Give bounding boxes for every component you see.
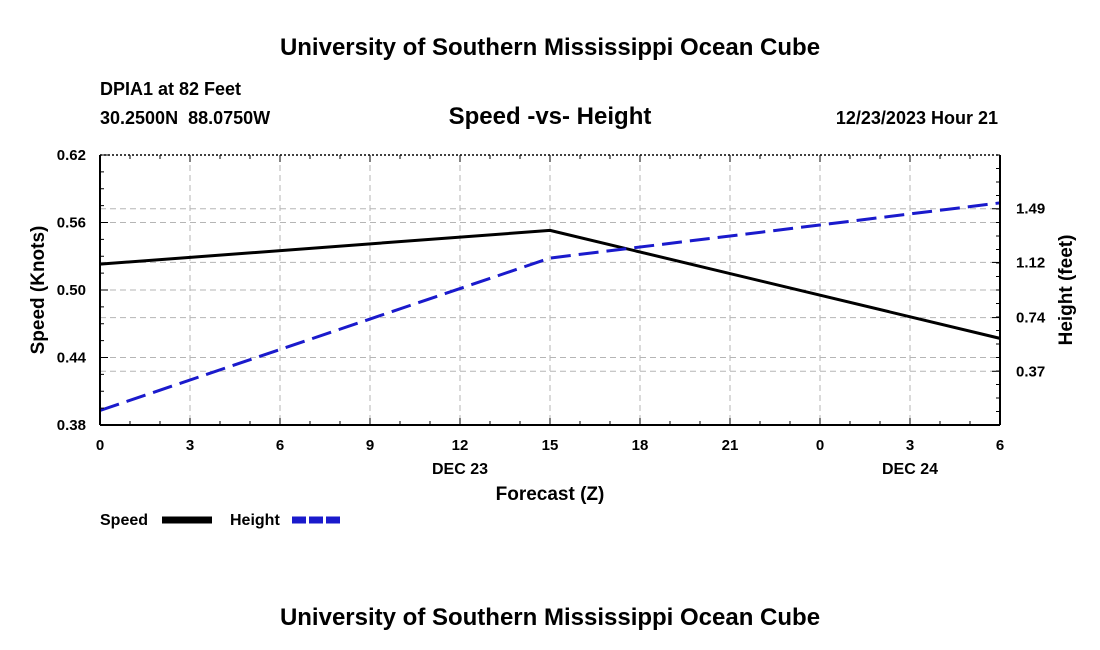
x-tick-label: 3	[186, 437, 194, 454]
legend: Speed Height	[100, 512, 342, 529]
chart-subtitle: Speed -vs- Height	[449, 103, 652, 130]
x-tick-label: 12	[452, 437, 469, 454]
x-tick-label: 3	[906, 437, 914, 454]
station-label: DPIA1 at 82 Feet	[100, 79, 241, 99]
y-tick-label-right: 1.12	[1016, 254, 1045, 271]
y-tick-label-right: 0.74	[1016, 310, 1046, 327]
x-tick-label: 21	[722, 437, 739, 454]
legend-label-height: Height	[230, 512, 280, 529]
date-label: DEC 23	[432, 461, 488, 478]
y-tick-label-left: 0.44	[57, 350, 87, 367]
y-tick-label-right: 1.49	[1016, 201, 1045, 218]
y-tick-label-left: 0.50	[57, 282, 86, 299]
timestamp-label: 12/23/2023 Hour 21	[836, 108, 998, 128]
left-y-axis-label: Speed (Knots)	[28, 226, 49, 355]
chart-title: University of Southern Mississippi Ocean…	[280, 34, 820, 61]
right-y-axis: 0.37 0.74 1.12 1.49	[992, 154, 1046, 426]
x-axis-label: Forecast (Z)	[496, 484, 605, 505]
x-tick-label: 9	[366, 437, 374, 454]
date-label: DEC 24	[882, 461, 938, 478]
legend-label-speed: Speed	[100, 512, 148, 529]
y-tick-label-right: 0.37	[1016, 363, 1045, 380]
left-y-axis: 0.38 0.44 0.50 0.56 0.62	[57, 147, 108, 434]
x-axis: 0 3 6 9 12 15 18 21 0 3 6 DEC 23 DEC 24	[96, 155, 1004, 478]
coordinates-label: 30.2500N 88.0750W	[100, 108, 270, 128]
x-tick-label: 6	[996, 437, 1004, 454]
y-tick-label-left: 0.38	[57, 417, 86, 434]
grid	[100, 155, 1000, 425]
footer-title: University of Southern Mississippi Ocean…	[280, 604, 820, 631]
right-y-axis-label: Height (feet)	[1056, 235, 1077, 346]
series-layer	[99, 201, 1001, 412]
x-tick-label: 0	[96, 437, 104, 454]
x-tick-label: 0	[816, 437, 824, 454]
y-tick-label-left: 0.56	[57, 215, 86, 232]
x-tick-label: 18	[632, 437, 649, 454]
x-tick-label: 15	[542, 437, 559, 454]
y-tick-label-left: 0.62	[57, 147, 86, 164]
series-line-speed	[99, 228, 1001, 340]
series-line-height	[99, 201, 1001, 412]
x-tick-label: 6	[276, 437, 284, 454]
